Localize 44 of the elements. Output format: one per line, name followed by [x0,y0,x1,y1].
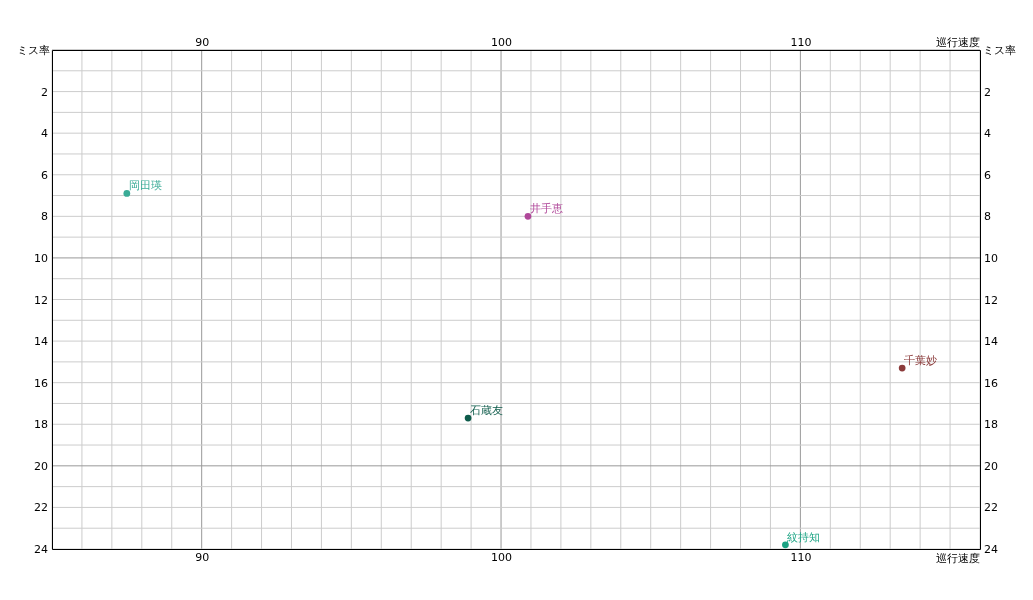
series-label: 井手恵 [529,202,563,216]
y-tick-label: 12 [34,293,48,307]
y2-tick-label: 2 [984,85,991,99]
x-tick-label: 100 [491,36,513,49]
y2-tick-label: 8 [984,210,991,224]
y-tick-label: 8 [41,210,48,224]
y-tick-label: 4 [41,127,48,141]
y2-tick-label: 10 [984,251,998,265]
y2-axis-title: ミス率 [983,44,1016,57]
y2-tick-label: 22 [984,501,998,515]
y-tick-label: 20 [34,459,48,473]
x2-axis-title: 巡行速度 [936,36,980,49]
x2-tick-label: 110 [790,550,812,564]
x-tick-label: 90 [195,36,210,49]
y-tick-label: 16 [34,376,48,390]
y-tick-label: 22 [34,501,48,515]
y-tick-label: 2 [41,85,48,99]
y-tick-label: 24 [34,543,48,557]
point [464,414,472,422]
y-tick-label: 10 [34,251,48,265]
y2-tick-label: 18 [984,418,998,432]
y-tick-label: 6 [41,168,48,182]
series-label: 紋持知 [787,530,821,544]
y-tick-label: 18 [34,418,48,432]
y2-tick-label: 12 [984,293,998,307]
x2-tick-label: 100 [491,550,513,564]
y-tick-label: 14 [34,335,48,349]
y2-tick-label: 20 [984,459,998,473]
series-label: 石蔵友 [470,404,504,418]
x-axis-title: 巡行速度 [936,552,980,565]
y2-tick-label: 6 [984,168,991,182]
point [782,541,789,549]
y2-tick-label: 4 [984,127,991,141]
x2-tick-label: 90 [195,550,210,564]
point [524,212,532,220]
point [898,364,906,372]
y2-tick-label: 24 [984,543,998,557]
x-tick-label: 110 [790,36,812,49]
point [123,190,131,197]
series-label: 岡田瑛 [128,179,162,193]
y2-tick-label: 14 [984,335,998,349]
y-axis-title: ミス率 [17,44,50,57]
y2-tick-label: 16 [984,376,998,390]
series-label: 千葉妙 [904,354,938,368]
